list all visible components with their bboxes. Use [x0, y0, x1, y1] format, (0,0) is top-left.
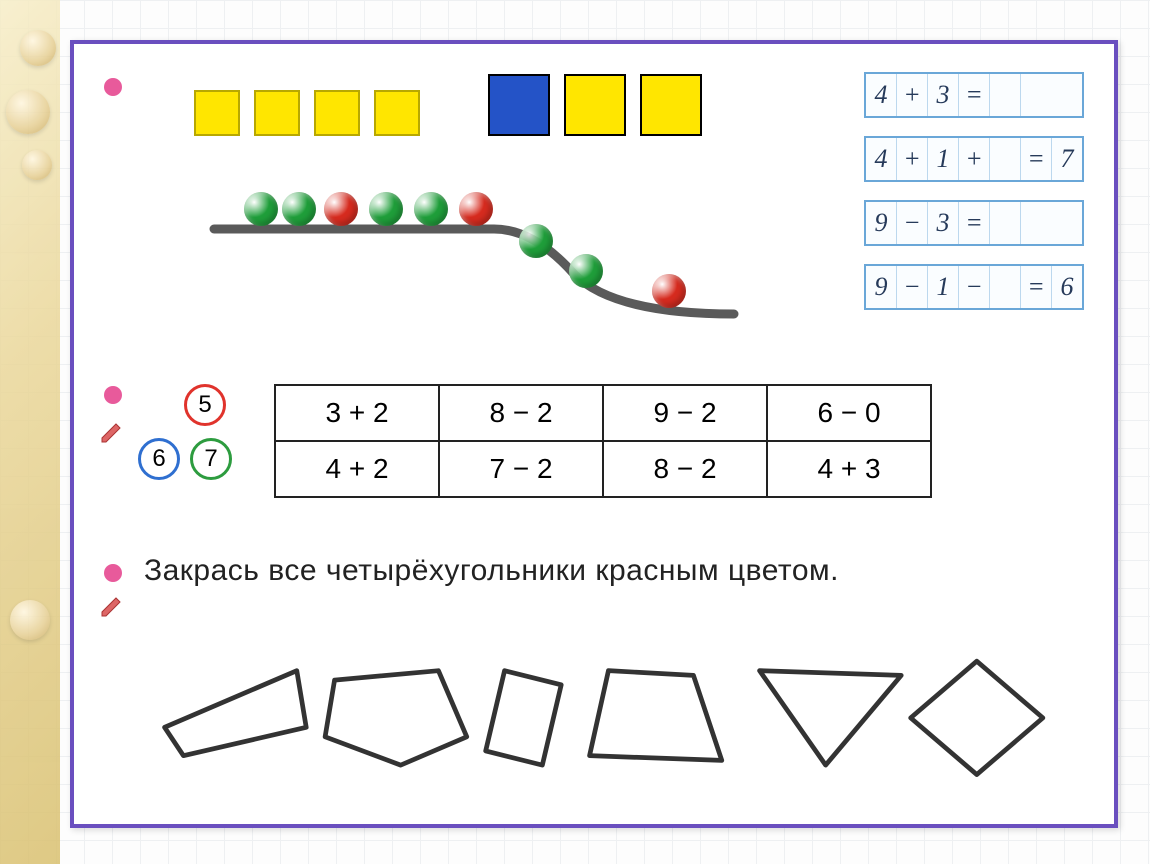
green-ball: [244, 192, 278, 226]
equation-cell: +: [959, 138, 990, 180]
equation-cell: −: [897, 202, 928, 244]
equations-column: 4+3=4+1+=79−3=9−1−=6: [864, 72, 1084, 310]
pencil-icon: [98, 594, 124, 620]
table-cell: 3 + 2: [275, 385, 439, 441]
red-ball: [324, 192, 358, 226]
equation-cell: 3: [928, 74, 959, 116]
equation-cell: [990, 266, 1021, 308]
equation-cell: 3: [928, 202, 959, 244]
squares-row: [194, 74, 702, 136]
table-cell: 8 − 2: [603, 441, 767, 497]
equation-cell: 4: [866, 74, 897, 116]
shapes-svg: [124, 614, 1074, 784]
equation-box: 9−3=: [864, 200, 1084, 246]
big-square: [488, 74, 550, 136]
bullet-icon: [104, 78, 122, 96]
equation-cell: 7: [1052, 138, 1082, 180]
shape-trapezoid: [590, 671, 722, 761]
small-yellow-square: [314, 90, 360, 136]
big-square: [640, 74, 702, 136]
left-decor-strip: [0, 0, 60, 864]
expression-table: 3 + 28 − 29 − 26 − 04 + 27 − 28 − 24 + 3: [274, 384, 932, 498]
decor-blob: [20, 30, 56, 66]
table-cell: 6 − 0: [767, 385, 931, 441]
decor-blob: [6, 90, 50, 134]
shape-quad-tilted: [165, 671, 307, 756]
small-yellow-square: [374, 90, 420, 136]
equation-cell: [990, 202, 1021, 244]
table-cell: 9 − 2: [603, 385, 767, 441]
shapes-row: [124, 614, 1074, 784]
equation-cell: =: [959, 202, 990, 244]
green-ball: [282, 192, 316, 226]
table-row: 3 + 28 − 29 − 26 − 0: [275, 385, 931, 441]
circled-number: 6: [138, 438, 180, 480]
equation-box: 9−1−=6: [864, 264, 1084, 310]
bullet-icon: [104, 564, 122, 582]
big-square: [564, 74, 626, 136]
table-cell: 8 − 2: [439, 385, 603, 441]
equation-cell: 1: [928, 138, 959, 180]
equation-cell: =: [959, 74, 990, 116]
equation-cell: [990, 138, 1021, 180]
equation-cell: 1: [928, 266, 959, 308]
equation-cell: [1021, 202, 1051, 244]
equation-cell: =: [1021, 138, 1052, 180]
small-yellow-square: [194, 90, 240, 136]
red-ball: [652, 274, 686, 308]
equation-cell: 4: [866, 138, 897, 180]
equation-cell: +: [897, 74, 928, 116]
equation-cell: −: [959, 266, 990, 308]
shape-pentagon: [325, 671, 467, 765]
equation-box: 4+1+=7: [864, 136, 1084, 182]
equation-cell: [990, 74, 1021, 116]
page-root: 4+3=4+1+=79−3=9−1−=6 3 + 28 − 29 − 26 − …: [0, 0, 1150, 864]
instruction-text: Закрась все четырёхугольники красным цве…: [144, 554, 839, 588]
bullet-icon: [104, 386, 122, 404]
pencil-icon: [98, 420, 124, 446]
decor-blob: [22, 150, 52, 180]
shape-rhombus-skew: [486, 671, 562, 765]
worksheet-frame: 4+3=4+1+=79−3=9−1−=6 3 + 28 − 29 − 26 − …: [70, 40, 1118, 828]
equation-cell: 9: [866, 202, 897, 244]
red-ball: [459, 192, 493, 226]
green-ball: [519, 224, 553, 258]
equation-cell: −: [897, 266, 928, 308]
equation-cell: 6: [1052, 266, 1082, 308]
expression-table-body: 3 + 28 − 29 − 26 − 04 + 27 − 28 − 24 + 3: [275, 385, 931, 497]
balls-on-curve: [174, 174, 774, 334]
table-cell: 4 + 2: [275, 441, 439, 497]
table-cell: 7 − 2: [439, 441, 603, 497]
table-cell: 4 + 3: [767, 441, 931, 497]
worksheet-inner: 4+3=4+1+=79−3=9−1−=6 3 + 28 − 29 − 26 − …: [74, 44, 1114, 824]
equation-cell: +: [897, 138, 928, 180]
green-ball: [569, 254, 603, 288]
equation-cell: =: [1021, 266, 1052, 308]
shape-diamond: [911, 661, 1043, 774]
small-yellow-square: [254, 90, 300, 136]
green-ball: [369, 192, 403, 226]
circled-number: 7: [190, 438, 232, 480]
green-ball: [414, 192, 448, 226]
equation-cell: 9: [866, 266, 897, 308]
decor-blob: [10, 600, 50, 640]
table-row: 4 + 27 − 28 − 24 + 3: [275, 441, 931, 497]
equation-box: 4+3=: [864, 72, 1084, 118]
shape-triangle: [760, 671, 902, 765]
circled-number: 5: [184, 384, 226, 426]
equation-cell: [1021, 74, 1051, 116]
